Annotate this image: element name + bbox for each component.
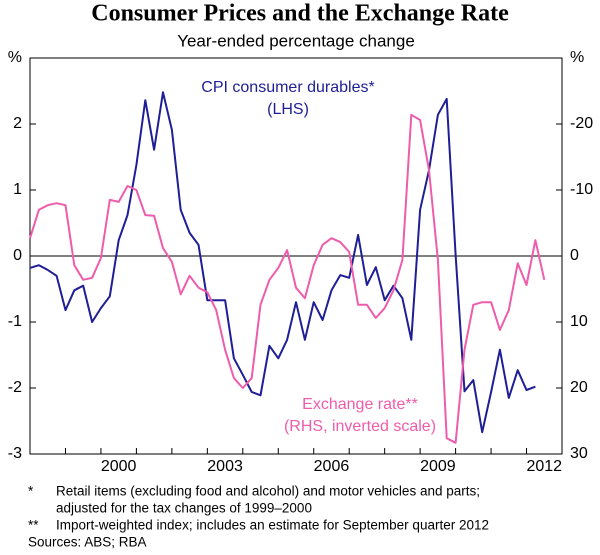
y2-tick-label: 10 — [570, 313, 588, 330]
footnote-marker: * — [28, 484, 34, 499]
y-tick-label: 0 — [13, 247, 22, 264]
footnote-text: Retail items (excluding food and alcohol… — [56, 484, 480, 499]
chart-subtitle: Year-ended percentage change — [177, 31, 415, 50]
y2-tick-label: % — [570, 49, 584, 66]
y-tick-label: -2 — [8, 379, 22, 396]
series-label: CPI consumer durables* — [201, 79, 374, 96]
series-note: (RHS, inverted scale) — [284, 418, 436, 435]
y2-tick-label: -20 — [570, 115, 593, 132]
y2-tick-label: 30 — [570, 445, 588, 462]
chart-title: Consumer Prices and the Exchange Rate — [91, 1, 509, 27]
y2-tick-label: 20 — [570, 379, 588, 396]
y-tick-label: -3 — [8, 445, 22, 462]
x-tick-label: 2006 — [314, 458, 350, 475]
y-tick-label: 2 — [13, 115, 22, 132]
sources: Sources: ABS; RBA — [28, 535, 147, 550]
footnote-text: adjusted for the tax changes of 1999–200… — [56, 501, 312, 516]
line-series — [29, 91, 536, 434]
x-tick-label: 2009 — [420, 458, 456, 475]
y-tick-label: -1 — [8, 313, 22, 330]
y2-tick-label: 0 — [570, 247, 579, 264]
footnote-text: Import-weighted index; includes an estim… — [56, 518, 489, 533]
x-tick-label: 2012 — [526, 458, 562, 475]
line-series — [29, 113, 546, 444]
x-tick-label: 2000 — [101, 458, 137, 475]
y-tick-label: % — [8, 49, 22, 66]
y-tick-label: 1 — [13, 181, 22, 198]
series-label: Exchange rate** — [302, 396, 418, 413]
y2-tick-label: -10 — [570, 181, 593, 198]
x-tick-label: 2003 — [207, 458, 243, 475]
series-note: (LHS) — [267, 101, 309, 118]
footnote-marker: ** — [28, 518, 39, 533]
